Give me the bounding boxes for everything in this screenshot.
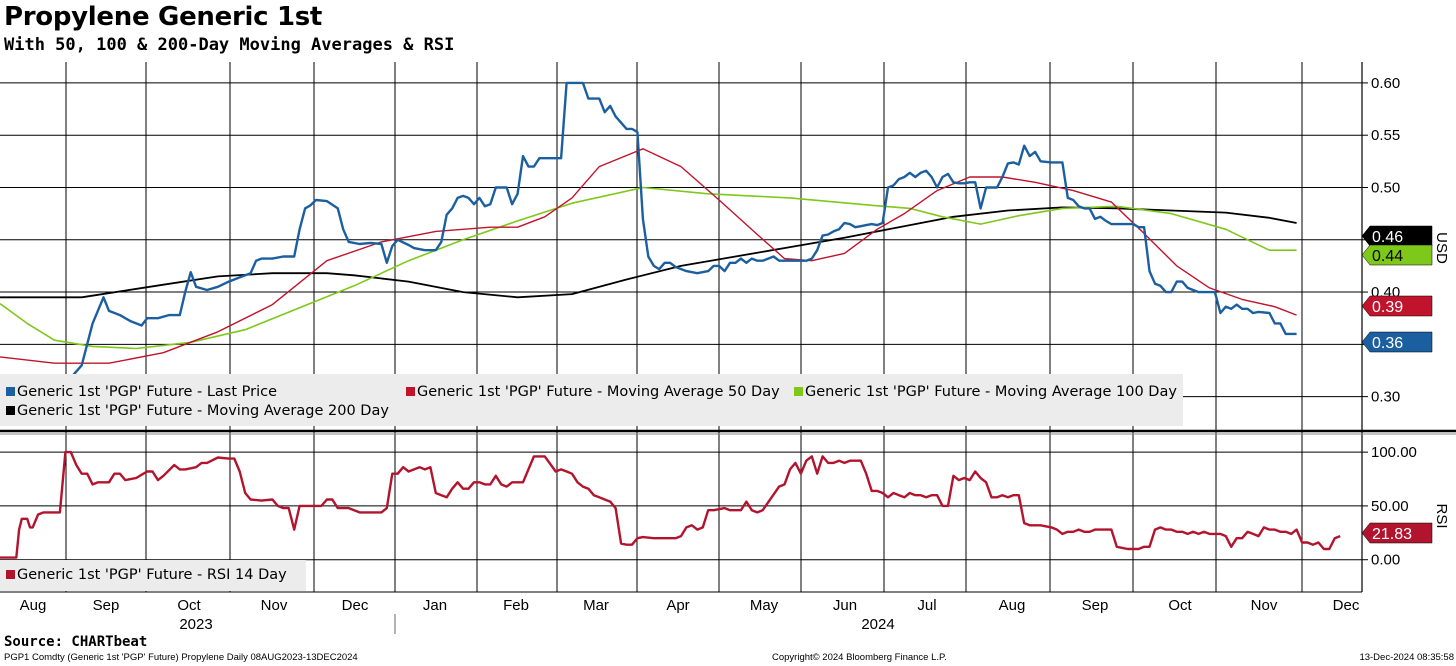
- rsi-tick-label: 100.00: [1371, 444, 1417, 461]
- x-tick-label: Apr: [666, 597, 689, 614]
- x-tick-label: Feb: [503, 597, 529, 614]
- legend-swatch-last-price: [6, 387, 15, 396]
- footer-timestamp: 13-Dec-2024 08:35:58: [1359, 652, 1454, 663]
- ma200-value-tag-box: [1361, 225, 1433, 247]
- x-tick-label: Sep: [1082, 597, 1109, 614]
- last-price-value-tag: 0.36: [1361, 331, 1433, 353]
- x-tick-label: Dec: [1333, 597, 1360, 614]
- last-price-value-tag-box: [1361, 331, 1433, 353]
- y-tick-label: 0.55: [1371, 127, 1400, 144]
- x-tick-label: Sep: [93, 597, 120, 614]
- ma100-value-tag: 0.44: [1361, 244, 1433, 266]
- ma50-value-tag: 0.39: [1361, 295, 1433, 317]
- x-tick-label: Jun: [833, 597, 857, 614]
- legend-swatch-ma200: [6, 406, 15, 415]
- chart-title: Propylene Generic 1st: [4, 2, 323, 32]
- x-tick-label: Oct: [1168, 597, 1192, 614]
- legend-swatch-ma50: [406, 387, 415, 396]
- legend-label-ma200: Generic 1st 'PGP' Future - Moving Averag…: [17, 403, 389, 419]
- legend-item-ma100: Generic 1st 'PGP' Future - Moving Averag…: [794, 384, 1177, 400]
- footer-copyright: Copyright© 2024 Bloomberg Finance L.P.: [772, 652, 947, 663]
- legend-label-last-price: Generic 1st 'PGP' Future - Last Price: [17, 384, 278, 400]
- x-tick-label: Dec: [342, 597, 369, 614]
- ma200-value-tag-label: 0.46: [1372, 229, 1403, 246]
- ma50-value-tag-box: [1361, 295, 1433, 317]
- rsi-tick-label: 50.00: [1371, 498, 1409, 515]
- ma200-value-tag: 0.46: [1361, 225, 1433, 247]
- legend-item-last-price: Generic 1st 'PGP' Future - Last Price: [6, 384, 277, 400]
- legend-label-ma100: Generic 1st 'PGP' Future - Moving Averag…: [805, 384, 1177, 400]
- x-tick-label: Nov: [261, 597, 288, 614]
- legend-item-ma200: Generic 1st 'PGP' Future - Moving Averag…: [6, 403, 389, 419]
- rsi-tick-label: 0.00: [1371, 552, 1400, 569]
- ma100-value-tag-label: 0.44: [1372, 248, 1403, 265]
- ma100-line: [0, 186, 1297, 350]
- x-tick-label: May: [750, 597, 779, 614]
- year-label: 2024: [861, 616, 894, 633]
- y-tick-label: 0.50: [1371, 179, 1400, 196]
- ma50-value-tag-label: 0.39: [1372, 299, 1403, 316]
- rsi-value-tag-box: [1361, 522, 1433, 544]
- ma100-value-tag-box: [1361, 244, 1433, 266]
- price-legend: Generic 1st 'PGP' Future - Last Price Ge…: [0, 374, 1183, 426]
- rsi-legend: Generic 1st 'PGP' Future - RSI 14 Day: [0, 560, 306, 591]
- year-label: 2023: [179, 616, 212, 633]
- source-note: Source: CHARTbeat: [4, 634, 148, 650]
- legend-swatch-ma100: [794, 387, 803, 396]
- legend-item-rsi: Generic 1st 'PGP' Future - RSI 14 Day: [6, 567, 287, 583]
- legend-swatch-rsi: [6, 570, 15, 579]
- ma200-line: [0, 206, 1297, 299]
- x-tick-label: Oct: [177, 597, 201, 614]
- rsi-line: [0, 450, 1341, 559]
- gridlines: [0, 62, 1368, 592]
- legend-label-rsi: Generic 1st 'PGP' Future - RSI 14 Day: [17, 567, 287, 583]
- x-tick-label: Mar: [583, 597, 609, 614]
- chart-canvas: 0.300.350.400.450.500.550.600.0050.00100…: [0, 62, 1456, 634]
- y-tick-label: 0.60: [1371, 75, 1400, 92]
- legend-item-ma50: Generic 1st 'PGP' Future - Moving Averag…: [406, 384, 780, 400]
- x-tick-label: Jul: [917, 597, 936, 614]
- y-axis-title: USD: [1433, 232, 1450, 264]
- legend-label-ma50: Generic 1st 'PGP' Future - Moving Averag…: [417, 384, 780, 400]
- x-tick-label: Jan: [423, 597, 447, 614]
- last-price-value-tag-label: 0.36: [1372, 335, 1403, 352]
- x-tick-label: Aug: [20, 597, 47, 614]
- rsi-value-tag-label: 21.83: [1372, 526, 1412, 543]
- rsi-axis-title: RSI: [1433, 503, 1450, 528]
- last-price-line: [0, 81, 1297, 385]
- y-tick-label: 0.30: [1371, 389, 1400, 406]
- x-tick-label: Aug: [999, 597, 1026, 614]
- x-tick-label: Nov: [1251, 597, 1278, 614]
- rsi-value-tag: 21.83: [1361, 522, 1433, 544]
- footer-ticker: PGP1 Comdty (Generic 1st 'PGP' Future) P…: [4, 652, 358, 663]
- ma50-line: [0, 148, 1297, 364]
- chart-subtitle: With 50, 100 & 200-Day Moving Averages &…: [4, 35, 455, 55]
